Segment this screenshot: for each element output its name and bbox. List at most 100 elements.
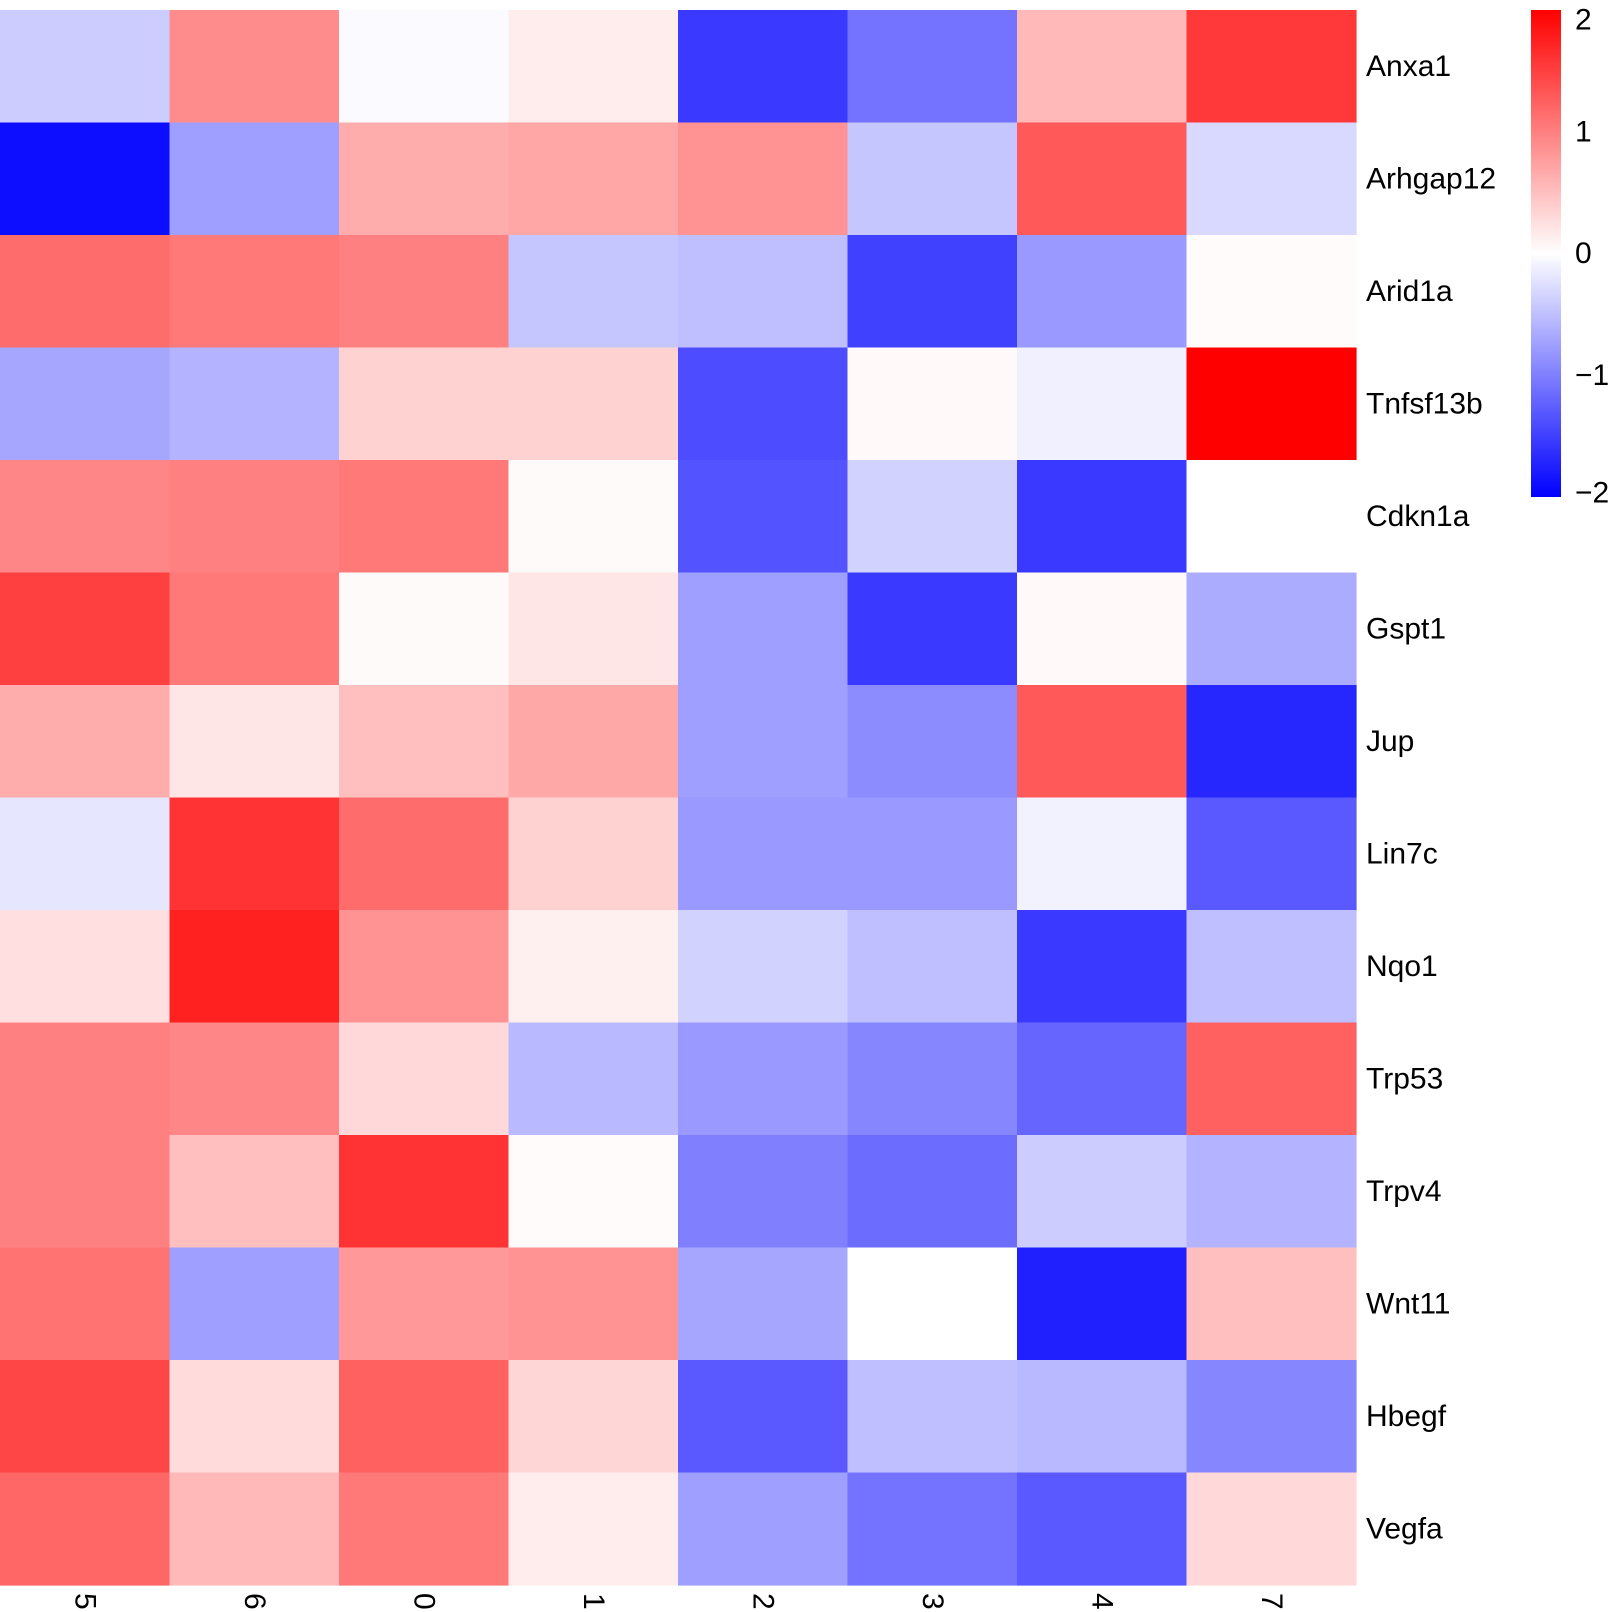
heatmap-cell-cdkn1a-2: [678, 460, 849, 574]
heatmap-cell-hbegf-6: [169, 1360, 340, 1474]
row-label: Trpv4: [1366, 1175, 1442, 1208]
heatmap-cell-arid1a-5: [0, 235, 171, 349]
heatmap-cell-cdkn1a-4: [1017, 460, 1188, 574]
heatmap-cell-hbegf-1: [508, 1360, 679, 1474]
heatmap-cell-cdkn1a-5: [0, 460, 171, 574]
heatmap-cell-arid1a-1: [508, 235, 679, 349]
heatmap-cell-arhgap12-2: [678, 122, 849, 236]
heatmap-cell-anxa1-4: [1017, 10, 1188, 124]
heatmap-cell-hbegf-4: [1017, 1360, 1188, 1474]
heatmap-cell-nqo1-0: [339, 910, 510, 1024]
column-label: 7: [1255, 1593, 1288, 1610]
heatmap-cell-gspt1-0: [339, 572, 510, 686]
heatmap-cell-jup-4: [1017, 685, 1188, 799]
heatmap-cell-wnt11-6: [169, 1247, 340, 1361]
heatmap-cells: [0, 10, 1357, 1586]
colorbar: [1531, 10, 1561, 497]
row-label: Anxa1: [1366, 50, 1451, 83]
heatmap-cell-jup-1: [508, 685, 679, 799]
heatmap-cell-hbegf-7: [1186, 1360, 1357, 1474]
heatmap-cell-anxa1-6: [169, 10, 340, 124]
heatmap-cell-lin7c-2: [678, 797, 849, 911]
heatmap-cell-gspt1-1: [508, 572, 679, 686]
heatmap-cell-wnt11-2: [678, 1247, 849, 1361]
heatmap-cell-vegfa-0: [339, 1472, 510, 1586]
colorbar-tick-label: −2: [1575, 477, 1609, 510]
heatmap-cell-vegfa-2: [678, 1472, 849, 1586]
heatmap-cell-vegfa-1: [508, 1472, 679, 1586]
heatmap-cell-arid1a-6: [169, 235, 340, 349]
heatmap-cell-anxa1-5: [0, 10, 171, 124]
heatmap-cell-hbegf-5: [0, 1360, 171, 1474]
row-labels: Anxa1 Arhgap12 Arid1a Tnfsf13b Cdkn1a Gspt1 Ju…: [1366, 50, 1496, 1546]
row-label: Tnfsf13b: [1366, 387, 1483, 420]
heatmap-cell-lin7c-6: [169, 797, 340, 911]
row-label: Arhgap12: [1366, 162, 1496, 195]
heatmap-cell-anxa1-1: [508, 10, 679, 124]
heatmap-cell-gspt1-3: [847, 572, 1018, 686]
heatmap-cell-anxa1-3: [847, 10, 1018, 124]
heatmap-cell-jup-2: [678, 685, 849, 799]
heatmap-cell-lin7c-3: [847, 797, 1018, 911]
heatmap-cell-anxa1-2: [678, 10, 849, 124]
heatmap-cell-trp53-5: [0, 1022, 171, 1136]
heatmap-cell-gspt1-5: [0, 572, 171, 686]
heatmap-cell-wnt11-4: [1017, 1247, 1188, 1361]
heatmap-cell-trp53-2: [678, 1022, 849, 1136]
row-label: Wnt11: [1366, 1287, 1450, 1320]
heatmap-cell-hbegf-2: [678, 1360, 849, 1474]
row-label: Gspt1: [1366, 612, 1446, 645]
color-legend: 2 1 0 −1 −2: [1531, 4, 1609, 510]
heatmap-cell-tnfsf13b-6: [169, 347, 340, 461]
heatmap-cell-vegfa-5: [0, 1472, 171, 1586]
heatmap-cell-trpv4-2: [678, 1135, 849, 1249]
heatmap-cell-cdkn1a-7: [1186, 460, 1357, 574]
heatmap-cell-hbegf-3: [847, 1360, 1018, 1474]
heatmap-cell-nqo1-6: [169, 910, 340, 1024]
heatmap-cell-tnfsf13b-2: [678, 347, 849, 461]
heatmap-cell-vegfa-4: [1017, 1472, 1188, 1586]
row-label: Trp53: [1366, 1062, 1443, 1095]
heatmap-cell-trp53-7: [1186, 1022, 1357, 1136]
heatmap-cell-trp53-3: [847, 1022, 1018, 1136]
heatmap-cell-trpv4-1: [508, 1135, 679, 1249]
row-label: Nqo1: [1366, 950, 1438, 983]
column-label: 0: [407, 1593, 440, 1610]
heatmap-cell-lin7c-5: [0, 797, 171, 911]
heatmap-cell-trpv4-4: [1017, 1135, 1188, 1249]
colorbar-tick-label: 0: [1575, 237, 1592, 270]
heatmap-cell-tnfsf13b-7: [1186, 347, 1357, 461]
heatmap-cell-hbegf-0: [339, 1360, 510, 1474]
heatmap-cell-trp53-4: [1017, 1022, 1188, 1136]
column-labels: 5 6 0 1 2 3 4 7: [68, 1593, 1288, 1610]
heatmap-cell-arhgap12-4: [1017, 122, 1188, 236]
heatmap-cell-lin7c-1: [508, 797, 679, 911]
heatmap-cell-arid1a-0: [339, 235, 510, 349]
heatmap-cell-wnt11-0: [339, 1247, 510, 1361]
heatmap-cell-trpv4-0: [339, 1135, 510, 1249]
column-label: 2: [746, 1593, 779, 1610]
heatmap-cell-nqo1-5: [0, 910, 171, 1024]
heatmap-cell-arhgap12-0: [339, 122, 510, 236]
heatmap-cell-anxa1-0: [339, 10, 510, 124]
heatmap-cell-nqo1-2: [678, 910, 849, 1024]
heatmap-cell-trpv4-6: [169, 1135, 340, 1249]
heatmap-cell-tnfsf13b-0: [339, 347, 510, 461]
heatmap-cell-gspt1-6: [169, 572, 340, 686]
heatmap-cell-jup-3: [847, 685, 1018, 799]
heatmap-cell-arhgap12-7: [1186, 122, 1357, 236]
heatmap-cell-trpv4-7: [1186, 1135, 1357, 1249]
heatmap-cell-wnt11-3: [847, 1247, 1018, 1361]
heatmap-cell-jup-0: [339, 685, 510, 799]
heatmap-cell-vegfa-6: [169, 1472, 340, 1586]
heatmap-cell-tnfsf13b-5: [0, 347, 171, 461]
heatmap-cell-jup-7: [1186, 685, 1357, 799]
heatmap-cell-arid1a-7: [1186, 235, 1357, 349]
heatmap-cell-nqo1-7: [1186, 910, 1357, 1024]
heatmap-cell-wnt11-1: [508, 1247, 679, 1361]
heatmap-cell-lin7c-0: [339, 797, 510, 911]
row-label: Cdkn1a: [1366, 500, 1470, 533]
heatmap-cell-lin7c-4: [1017, 797, 1188, 911]
heatmap-cell-arid1a-4: [1017, 235, 1188, 349]
